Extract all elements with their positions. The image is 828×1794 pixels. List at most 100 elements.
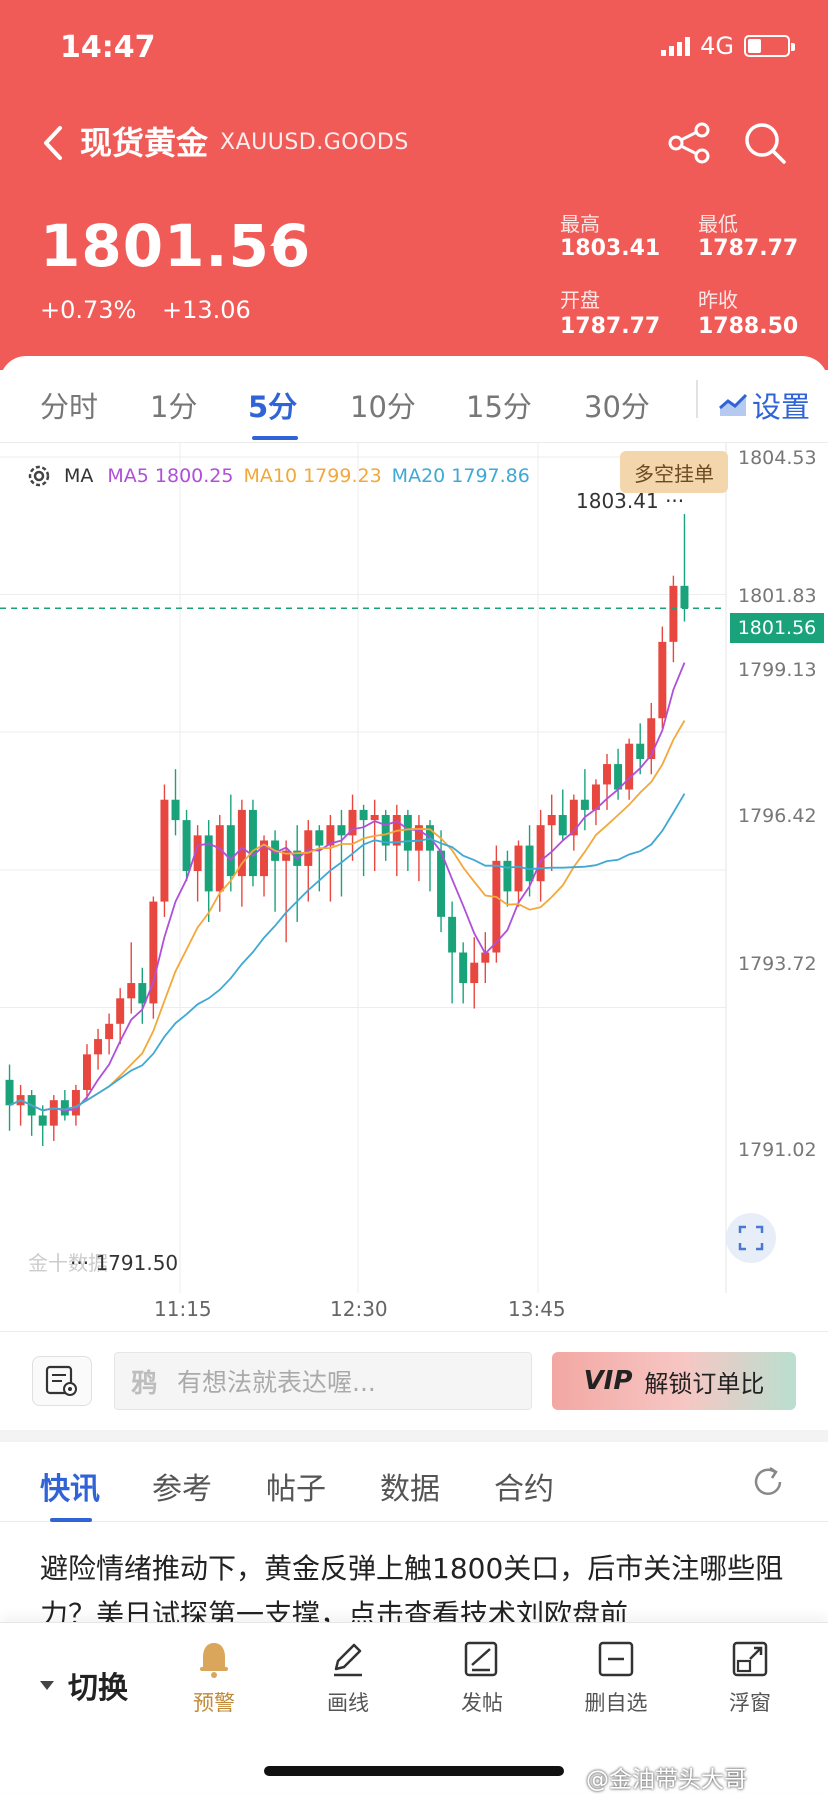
- candle-body: [149, 901, 158, 1004]
- prev-close-label: 昨收: [698, 288, 738, 312]
- share-icon[interactable]: [664, 118, 714, 168]
- candle-body: [215, 825, 224, 892]
- ma10-value: MA10 1799.23: [243, 465, 382, 487]
- candle-body: [171, 799, 180, 821]
- post-button[interactable]: 发帖: [432, 1637, 532, 1717]
- remove-watchlist-button[interactable]: 删自选: [566, 1637, 666, 1717]
- alert-label: 预警: [193, 1691, 235, 1715]
- chart-settings-button[interactable]: 设置: [718, 384, 810, 426]
- candle-body: [204, 835, 213, 892]
- candle-body: [193, 835, 202, 872]
- tab-contracts[interactable]: 合约: [494, 1472, 554, 1507]
- compose-icon: [464, 1641, 498, 1677]
- weibo-watermark: @金油带头大哥: [586, 1767, 747, 1793]
- y-tick-label: 1804.53: [738, 447, 817, 469]
- change-amount: +13.06: [162, 296, 251, 324]
- y-tick-label: 1799.13: [738, 659, 817, 681]
- tab-reference[interactable]: 参考: [152, 1472, 212, 1507]
- current-price: 1801.56: [40, 212, 312, 280]
- minus-box-icon: [598, 1641, 634, 1677]
- candle-body: [569, 799, 578, 836]
- switch-button[interactable]: 切换: [40, 1663, 128, 1707]
- tab-15min[interactable]: 15分: [466, 390, 532, 424]
- float-window-icon: [732, 1641, 768, 1677]
- candle-body: [680, 585, 689, 609]
- search-icon[interactable]: [740, 118, 790, 168]
- candle-body: [94, 1039, 103, 1055]
- tab-posts[interactable]: 帖子: [266, 1472, 326, 1507]
- candlestick-chart[interactable]: MA MA5 1800.25 MA10 1799.23 MA20 1797.86…: [0, 442, 828, 1332]
- tab-1min[interactable]: 1分: [150, 390, 198, 424]
- period-tabs: 分时 1分 5分 10分 15分 30分 设置: [0, 356, 828, 440]
- candle-body: [127, 983, 136, 999]
- tab-flash-news[interactable]: 快讯: [40, 1472, 100, 1507]
- open-label: 开盘: [560, 288, 600, 312]
- candle-body: [5, 1079, 14, 1106]
- gear-icon[interactable]: [24, 461, 54, 491]
- watermark: 金十数据: [28, 1251, 108, 1275]
- prev-close-value: 1788.50: [698, 314, 799, 339]
- candle-body: [558, 815, 567, 836]
- post-label: 发帖: [461, 1691, 503, 1715]
- candle-body: [580, 799, 589, 810]
- tab-10min[interactable]: 10分: [350, 390, 416, 424]
- candle-body: [237, 809, 246, 877]
- candle-body: [182, 820, 191, 872]
- tab-intraday[interactable]: 分时: [40, 390, 99, 424]
- high-label: 最高: [560, 212, 600, 236]
- y-tick-label: 1796.42: [738, 805, 817, 827]
- switch-label: 切换: [68, 1671, 128, 1706]
- tab-divider: [696, 380, 698, 418]
- ma-label: MA: [64, 465, 94, 487]
- float-window-label: 浮窗: [729, 1691, 771, 1715]
- vip-badge: VIP: [583, 1366, 633, 1396]
- ma-legend: MA MA5 1800.25 MA10 1799.23 MA20 1797.86: [24, 461, 530, 491]
- active-tab-indicator: [252, 436, 298, 440]
- candle-body: [138, 983, 147, 1004]
- candle-body: [38, 1115, 47, 1126]
- y-tick-label: 1791.02: [738, 1139, 817, 1161]
- high-annotation: 1803.41 ···: [576, 489, 685, 513]
- float-window-button[interactable]: 浮窗: [700, 1637, 800, 1717]
- tab-5min[interactable]: 5分: [248, 390, 298, 424]
- open-value: 1787.77: [560, 314, 661, 339]
- candle-body: [304, 830, 313, 866]
- candle-body: [403, 815, 412, 851]
- x-tick-label: 12:30: [330, 1297, 388, 1321]
- back-arrow-icon[interactable]: [34, 118, 70, 168]
- candle-body: [525, 845, 534, 882]
- candle-body: [105, 1023, 114, 1040]
- tab-30min[interactable]: 30分: [584, 390, 650, 424]
- y-tick-label: 1801.83: [738, 585, 817, 607]
- candle-body: [348, 809, 357, 836]
- candle-body: [658, 641, 667, 719]
- fullscreen-icon: [738, 1225, 764, 1251]
- candle-body: [49, 1100, 58, 1126]
- order-settings-button[interactable]: [32, 1356, 92, 1406]
- symbol-code: XAUUSD.GOODS: [220, 130, 409, 155]
- candle-body: [503, 860, 512, 892]
- draw-line-button[interactable]: 画线: [298, 1637, 398, 1717]
- hedge-order-button[interactable]: 多空挂单: [620, 451, 728, 493]
- page-title: 现货黄金: [80, 124, 209, 162]
- document-settings-icon: [45, 1365, 77, 1396]
- draw-line-label: 画线: [327, 1691, 369, 1715]
- candle-body: [437, 850, 446, 917]
- x-tick-label: 11:15: [154, 1297, 212, 1321]
- ma5-line: [9, 662, 686, 1112]
- active-news-tab-indicator: [50, 1518, 92, 1522]
- comment-input[interactable]: 鸦 有想法就表达喔...: [114, 1352, 532, 1410]
- candle-body: [282, 850, 291, 861]
- candle-body: [248, 809, 257, 877]
- refresh-icon[interactable]: [748, 1462, 788, 1502]
- tab-data[interactable]: 数据: [380, 1472, 440, 1507]
- community-logo-icon: 鸦: [131, 1368, 158, 1399]
- candle-body: [359, 809, 368, 821]
- vip-unlock-button[interactable]: VIP 解锁订单比: [552, 1352, 796, 1410]
- candle-body: [603, 764, 611, 785]
- home-indicator[interactable]: [264, 1766, 564, 1776]
- alert-button[interactable]: 预警: [164, 1637, 264, 1717]
- ma10-line: [9, 720, 686, 1112]
- fullscreen-button[interactable]: [726, 1213, 776, 1263]
- ma20-value: MA20 1797.86: [391, 465, 530, 487]
